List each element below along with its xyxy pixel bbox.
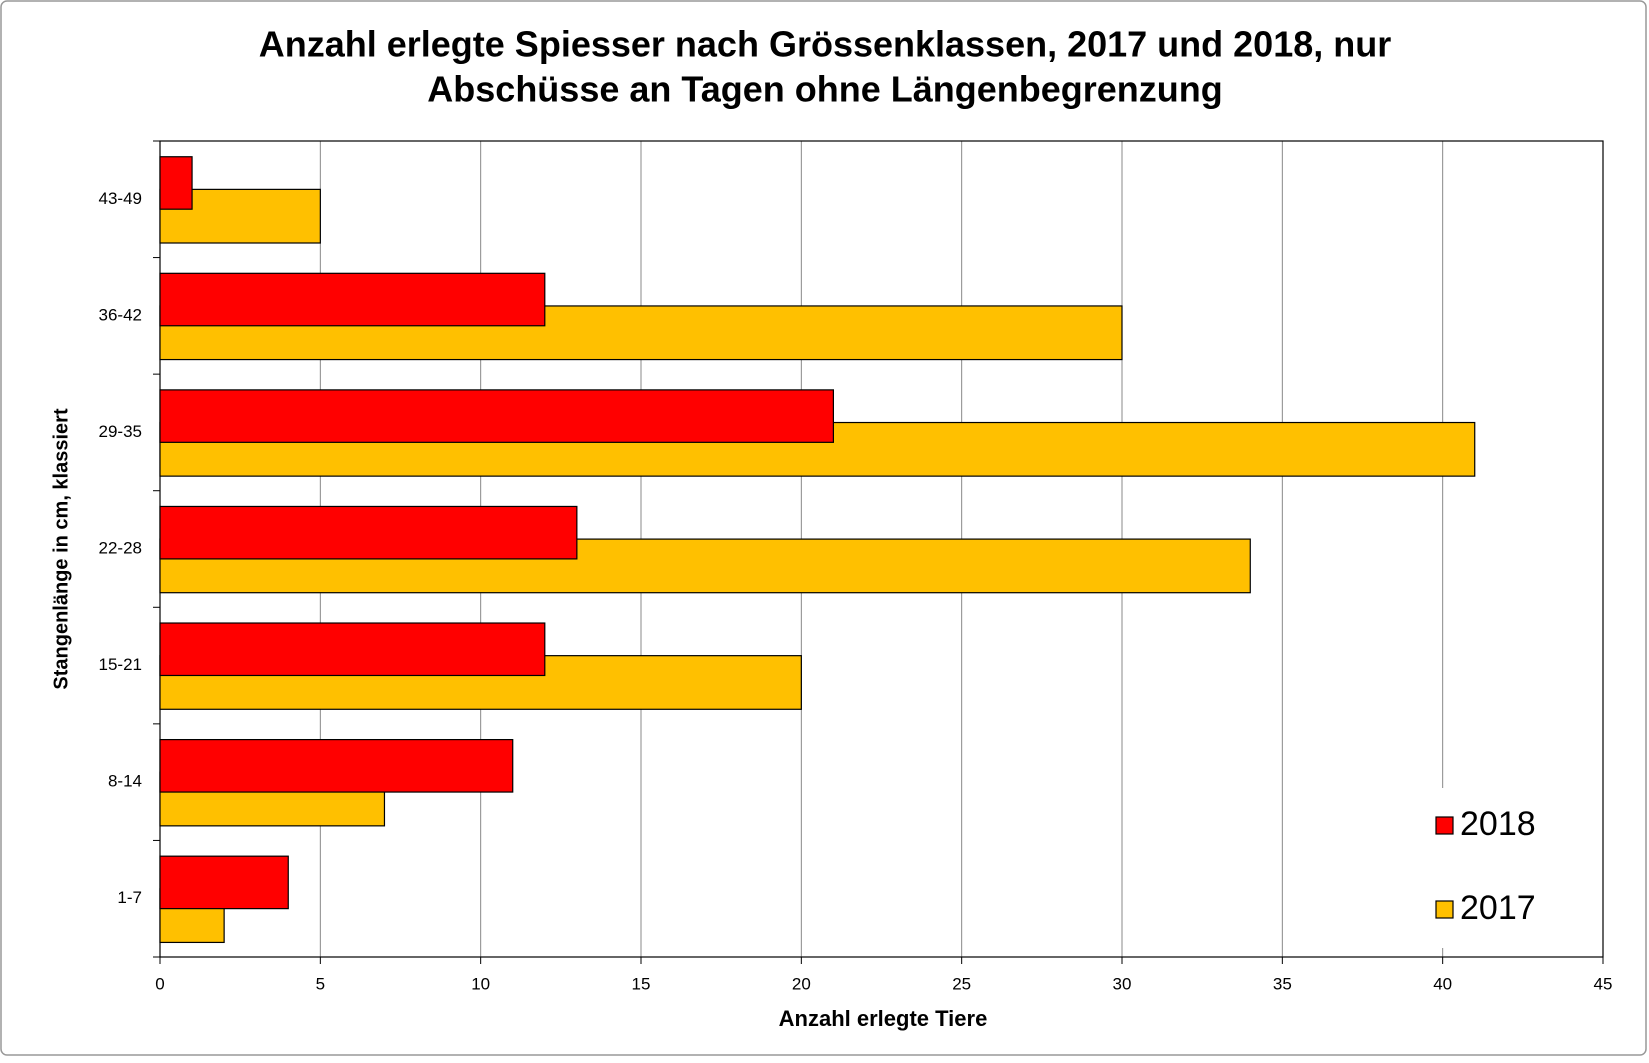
bar xyxy=(159,156,193,210)
bar xyxy=(159,855,289,910)
y-tick-label: 22-28 xyxy=(99,538,142,557)
chart-title: Anzahl erlegte Spiesser nach Grössenklas… xyxy=(259,24,1392,65)
legend-swatch xyxy=(1435,900,1454,919)
x-axis-title: Anzahl erlegte Tiere xyxy=(779,1006,988,1031)
bar xyxy=(159,738,514,793)
bar xyxy=(159,272,546,327)
x-tick-label: 30 xyxy=(1113,974,1132,993)
x-tick-label: 40 xyxy=(1433,974,1452,993)
x-tick-label: 10 xyxy=(471,974,490,993)
legend-label: 2018 xyxy=(1460,805,1536,843)
y-tick-label: 29-35 xyxy=(99,422,142,441)
legend-box xyxy=(1428,788,1548,948)
bar xyxy=(159,389,835,443)
y-tick-label: 43-49 xyxy=(99,189,142,208)
y-tick-label: 36-42 xyxy=(99,305,142,324)
x-tick-label: 5 xyxy=(316,974,325,993)
bar xyxy=(159,622,546,677)
legend-swatch xyxy=(1435,816,1454,835)
x-tick-label: 0 xyxy=(155,974,164,993)
x-tick-label: 20 xyxy=(792,974,811,993)
y-axis-title: Stangenlänge in cm, klassiert xyxy=(50,408,72,690)
x-tick-label: 15 xyxy=(632,974,651,993)
y-tick-label: 8-14 xyxy=(108,772,142,791)
x-tick-label: 25 xyxy=(952,974,971,993)
x-tick-label: 45 xyxy=(1594,974,1613,993)
x-tick-label: 35 xyxy=(1273,974,1292,993)
y-tick-label: 1-7 xyxy=(117,888,142,907)
chart-subtitle: Abschüsse an Tagen ohne Längenbegrenzung xyxy=(427,69,1222,110)
y-tick-label: 15-21 xyxy=(99,655,142,674)
legend-label: 2017 xyxy=(1460,889,1536,927)
bar xyxy=(159,505,578,560)
